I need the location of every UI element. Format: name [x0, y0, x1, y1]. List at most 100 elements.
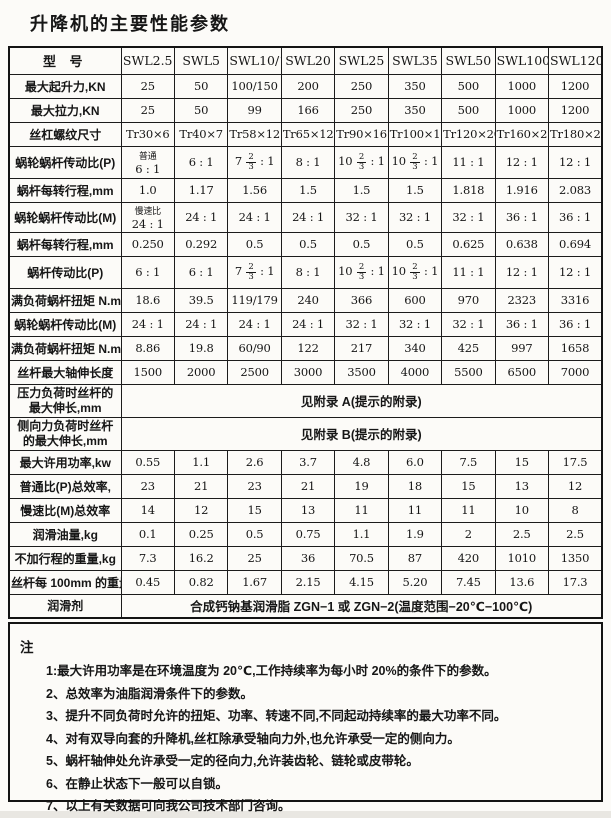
value-cell: 3000 [280, 359, 336, 385]
value-cell: 240 [280, 287, 336, 313]
value-cell: 18.6 [120, 287, 175, 313]
value-cell: 19.8 [173, 335, 229, 361]
row-label: 蜗轮蜗杆传动比(P) [8, 145, 122, 179]
row-label: 润滑剂 [8, 593, 122, 619]
row-label: 蜗杆传动比(P) [8, 255, 122, 289]
header-model-SWL20: SWL20 [280, 46, 336, 75]
value-cell: 1.1 [334, 521, 389, 547]
value-cell: 6500 [494, 359, 550, 385]
value-cell: 11 [334, 497, 389, 523]
value-cell: 2500 [227, 359, 282, 385]
value-cell: 24 : 1 [227, 311, 282, 337]
value-cell: 4.8 [334, 449, 389, 475]
value-cell: 6 : 1 [173, 145, 229, 179]
value-cell: 4.15 [334, 569, 389, 595]
value-cell: 32 : 1 [334, 201, 389, 233]
value-cell: 36 : 1 [494, 201, 550, 233]
note-item: 1:最大许用功率是在环境温度为 20℃,工作持续率为每小时 20%的条件下的参数… [46, 664, 497, 678]
table-row: 满负荷蜗杆扭矩 N.m 18.6 39.5 119/179 240 366 600 970 23… [8, 287, 603, 313]
header-model-label: 型 号 [8, 46, 122, 75]
header-model-SWL25: SWL25 [334, 46, 389, 75]
value-cell: 1.5 [387, 177, 443, 203]
value-cell: 1.56 [227, 177, 282, 203]
table-row: 润滑油量,kg 0.1 0.25 0.5 0.75 1.1 1.9 2 2.5 2.5 [8, 521, 603, 547]
value-cell: 0.292 [173, 231, 229, 257]
value-cell: 15 [227, 497, 282, 523]
page-title: 升降机的主要性能参数 [30, 14, 230, 34]
note-item: 2、总效率为油脂润滑条件下的参数。 [46, 686, 253, 701]
value-cell: 2.15 [280, 569, 336, 595]
value-cell: 16.2 [173, 545, 229, 571]
value-cell: 2.083 [548, 177, 603, 203]
value-cell: 12 : 1 [494, 255, 550, 289]
note-item: 6、在静止状态下一般可以自锁。 [46, 776, 228, 791]
table-row: 润滑剂 合成钙钠基润滑脂 ZGN−1 或 ZGN−2(温度范围−20℃−100℃) [8, 593, 603, 619]
value-cell: 217 [334, 335, 389, 361]
value-cell: 32 : 1 [441, 311, 496, 337]
value-cell: 970 [441, 287, 496, 313]
value-cell: 10 [494, 497, 550, 523]
value-cell: 6.0 [387, 449, 443, 475]
value-cell: 24 : 1 [280, 311, 336, 337]
value-cell: 5500 [441, 359, 496, 385]
value-cell: 1010 [494, 545, 550, 571]
value-cell: 36 [280, 545, 336, 571]
parameters-table: 型 号SWL2.5SWL5SWL10/15SWL20SWL25SWL35SWL5… [8, 46, 603, 619]
value-cell: 5.20 [387, 569, 443, 595]
value-cell: 0.250 [120, 231, 175, 257]
header-model-SWL35: SWL35 [387, 46, 443, 75]
value-cell: 1658 [548, 335, 603, 361]
value-cell: 普通 6 : 1 [120, 145, 175, 179]
value-cell: 0.5 [227, 521, 282, 547]
value-cell: 8 : 1 [280, 255, 336, 289]
value-cell: 32 : 1 [387, 311, 443, 337]
value-cell: 350 [387, 97, 443, 123]
value-cell: 1200 [548, 97, 603, 123]
span-value-cell: 见附录 B(提示的附录) [120, 416, 603, 451]
row-label: 慢速比(M)总效率 [8, 497, 122, 523]
value-cell: 250 [334, 73, 389, 99]
table-row: 最大许用功率,kw 0.55 1.1 2.6 3.7 4.8 6.0 7.5 15 17.5 [8, 449, 603, 475]
header-model-SWL120: SWL120 [548, 46, 603, 75]
value-cell: Tr100×18 [387, 121, 443, 147]
table-row: 满负荷蜗杆扭矩 N.m 8.86 19.8 60/90 122 217 340 425 997 1… [8, 335, 603, 361]
value-cell: Tr40×7 [173, 121, 229, 147]
value-cell: 2000 [173, 359, 229, 385]
notes-box: 注 1:最大许用功率是在环境温度为 20℃,工作持续率为每小时 20%的条件下的… [8, 622, 603, 813]
row-label: 丝杆每 100mm 的重量 [8, 569, 122, 595]
table-row: 蜗杆每转行程,mm 0.250 0.292 0.5 0.5 0.5 0.5 0.625 0.63… [8, 231, 603, 257]
header-model-SWL100: SWL100 [494, 46, 550, 75]
value-cell: 0.1 [120, 521, 175, 547]
value-cell: 15 [494, 449, 550, 475]
row-label: 满负荷蜗杆扭矩 N.m [8, 287, 122, 313]
value-cell: 1.9 [387, 521, 443, 547]
value-cell: 99 [227, 97, 282, 123]
row-label: 侧向力负荷时丝杆 的最大伸长,mm [8, 416, 122, 451]
value-cell: 8.86 [120, 335, 175, 361]
notes-heading: 注 [20, 640, 34, 655]
row-label: 普通比(P)总效率, [8, 473, 122, 499]
value-cell: 13 [494, 473, 550, 499]
table-row: 压力负荷时丝杆的 最大伸长,mm 见附录 A(提示的附录) [8, 383, 603, 418]
header-model-SWL2.5: SWL2.5 [120, 46, 175, 75]
value-cell: 1.0 [120, 177, 175, 203]
row-label: 最大许用功率,kw [8, 449, 122, 475]
value-cell: Tr160×23 [494, 121, 550, 147]
note-item: 3、提升不同负荷时允许的扭矩、功率、转速不同,不同起动持续率的最大功率不同。 [46, 709, 507, 723]
value-cell: 25 [120, 73, 175, 99]
notes-list: 1:最大许用功率是在环境温度为 20℃,工作持续率为每小时 20%的条件下的参数… [20, 660, 591, 818]
value-cell: 8 [548, 497, 603, 523]
value-cell: 24 : 1 [280, 201, 336, 233]
value-cell: 0.75 [280, 521, 336, 547]
value-cell: 200 [280, 73, 336, 99]
value-cell: 166 [280, 97, 336, 123]
value-cell: 50 [173, 73, 229, 99]
value-cell: 7.5 [441, 449, 496, 475]
